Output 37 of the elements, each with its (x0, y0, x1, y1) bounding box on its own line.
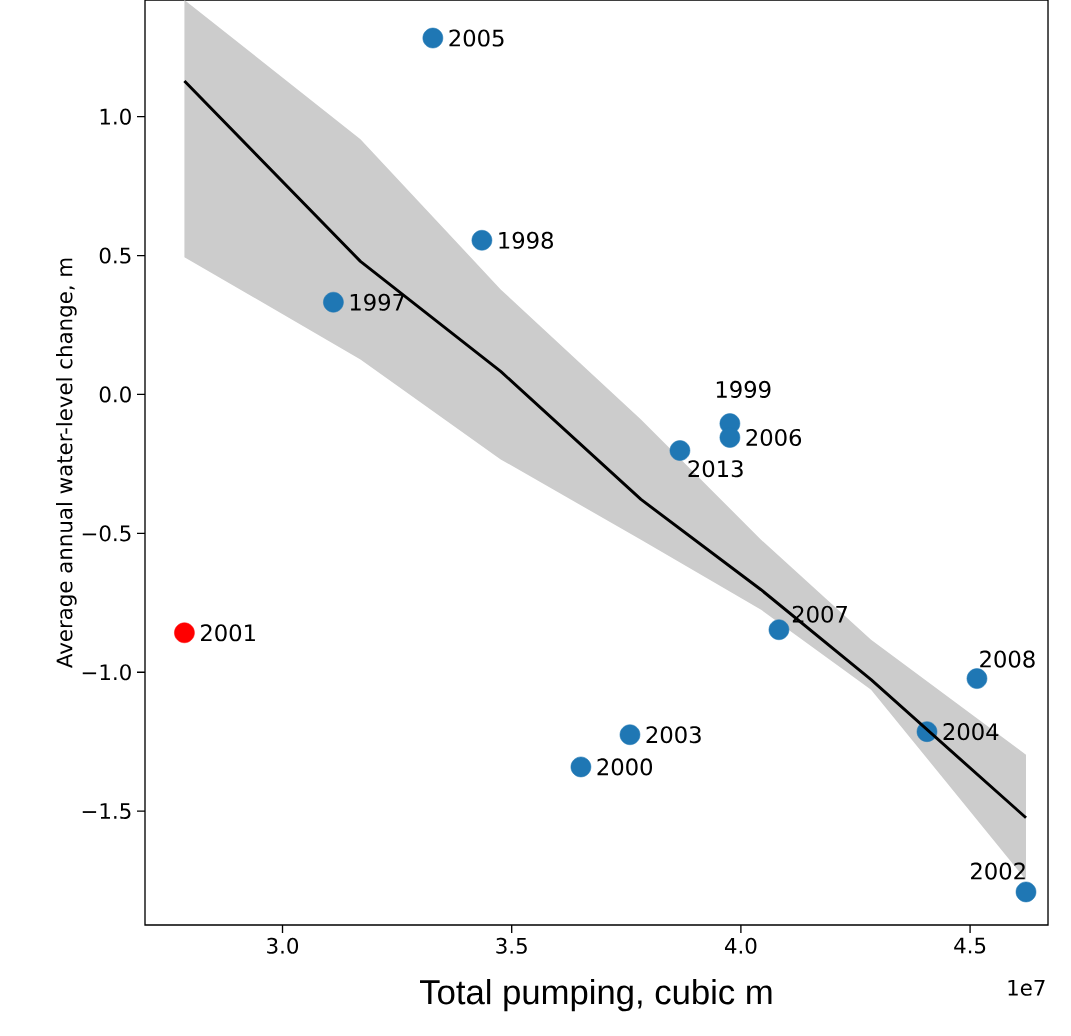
point (768, 619, 790, 640)
y-axis-title: Average annual water-level change, m (56, 258, 77, 668)
x-axis-title: Total pumping, cubic m (420, 979, 772, 1012)
y-tick-label: 1.0 (100, 108, 131, 125)
annotation: 2008 (980, 650, 1035, 668)
y-tick-label: 0.0 (99, 386, 131, 403)
annotation: 2002 (971, 862, 1025, 880)
y-tick-label: −0.5 (82, 525, 131, 542)
point (966, 668, 988, 689)
y-tick-label: −1.0 (82, 664, 131, 681)
annotation: 1998 (499, 231, 553, 249)
x-tick-label: 3.0 (267, 937, 299, 954)
text: 1e7 (1008, 979, 1045, 996)
annotation: 2006 (746, 428, 802, 447)
point (669, 440, 691, 461)
annotation: 2003 (646, 726, 701, 744)
point (570, 756, 592, 778)
x-tick-label: 4.0 (724, 937, 757, 954)
annotation: 2000 (597, 758, 653, 776)
y-tick-label: −1.5 (82, 803, 131, 820)
annotation: 2001 (201, 624, 255, 642)
x-tick-label: 4.5 (954, 937, 986, 954)
point (1015, 881, 1037, 903)
annotation: 2005 (449, 29, 504, 47)
point (719, 427, 741, 448)
point (174, 622, 195, 644)
annotation: 2007 (792, 605, 847, 623)
annotation: 2004 (943, 723, 999, 741)
point (323, 291, 344, 313)
x-tick-label: 3.5 (496, 937, 527, 954)
point (471, 230, 493, 251)
annotation: 2013 (688, 460, 743, 478)
point (619, 724, 641, 745)
point (422, 27, 444, 49)
annotation: 1999 (716, 380, 771, 398)
annotation: 1997 (350, 293, 405, 311)
y-tick-label: 0.5 (99, 247, 131, 264)
